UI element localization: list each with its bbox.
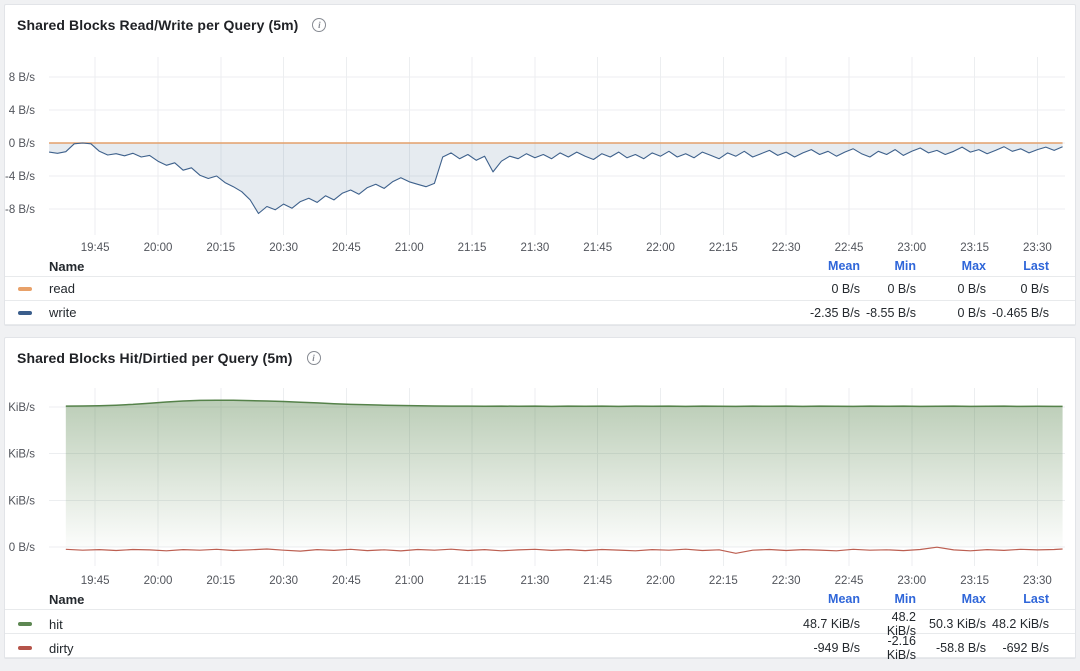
series-stat: -2.16 KiB/s [886,634,916,662]
legend-row-dirty: dirty -949 B/s -2.16 KiB/s -58.8 B/s -692 B/… [5,634,1075,662]
svg-text:23:15: 23:15 [960,575,989,587]
info-icon[interactable]: i [312,18,327,32]
svg-text:48 KiB/s: 48 KiB/s [5,402,35,414]
legend-hit-dirtied: Name Mean Min Max Last hit 48.7 KiB/s 48.2… [5,589,1075,662]
series-stat: 50.3 KiB/s [929,617,986,631]
legend-row-write: write -2.35 B/s -8.55 B/s 0 B/s -0.465 B/s [5,301,1075,325]
series-stat: -2.35 B/s [809,305,860,320]
series-stat: 48.7 KiB/s [803,617,860,631]
svg-text:22:15: 22:15 [709,242,738,254]
svg-text:21:45: 21:45 [583,242,612,254]
series-stat: 0 B/s [831,281,861,296]
legend-row-hit: hit 48.7 KiB/s 48.2 KiB/s 50.3 KiB/s 48.2 Ki… [5,610,1075,638]
svg-text:8 B/s: 8 B/s [9,72,35,84]
svg-text:0 B/s: 0 B/s [9,542,35,554]
svg-text:23:30: 23:30 [1023,242,1052,254]
svg-text:21:15: 21:15 [458,242,487,254]
series-stat: -58.8 B/s [935,641,986,655]
series-color-swatch [18,646,32,650]
timeseries-chart-hit-dirtied[interactable]: 48 KiB/s 32 KiB/s 16 KiB/s 0 B/s 19:45 20:00 2… [5,371,1075,589]
svg-text:32 KiB/s: 32 KiB/s [5,449,35,461]
svg-text:19:45: 19:45 [81,575,110,587]
svg-text:20:15: 20:15 [206,575,235,587]
svg-text:22:30: 22:30 [772,575,801,587]
svg-text:20:30: 20:30 [269,575,298,587]
svg-text:20:45: 20:45 [332,242,361,254]
legend-col-max[interactable]: Max [961,259,986,273]
series-name[interactable]: dirty [49,640,74,656]
series-name[interactable]: write [49,305,77,320]
svg-text:21:00: 21:00 [395,242,424,254]
svg-text:22:45: 22:45 [835,575,864,587]
svg-text:21:00: 21:00 [395,575,424,587]
panel-title: Shared Blocks Read/Write per Query (5m) [17,17,299,33]
series-stat: 0 B/s [1020,281,1050,296]
svg-text:22:15: 22:15 [709,575,738,587]
legend-header-row: Name Mean Min Max Last [5,256,1075,277]
legend-col-min[interactable]: Min [894,592,916,606]
legend-col-name[interactable]: Name [49,258,85,274]
svg-text:23:00: 23:00 [897,242,926,254]
svg-text:23:30: 23:30 [1023,575,1052,587]
series-stat: 0 B/s [957,305,987,320]
info-icon[interactable]: i [306,351,321,365]
svg-text:21:30: 21:30 [520,242,549,254]
legend-col-last[interactable]: Last [1023,592,1049,606]
legend-col-name[interactable]: Name [49,591,85,607]
series-stat: -692 B/s [1002,641,1049,655]
series-stat: 48.2 KiB/s [886,610,916,638]
svg-text:0 B/s: 0 B/s [9,138,35,150]
panel-title: Shared Blocks Hit/Dirtied per Query (5m) [17,350,293,366]
legend-col-mean[interactable]: Mean [828,592,860,606]
legend-col-min[interactable]: Min [894,259,916,273]
legend-col-max[interactable]: Max [961,592,986,606]
legend-col-last[interactable]: Last [1023,259,1049,273]
series-stat: 0 B/s [887,281,917,296]
svg-text:4 B/s: 4 B/s [9,105,35,117]
legend-rows: read 0 B/s 0 B/s 0 B/s 0 B/s write -2.35 B/s -8… [5,277,1075,325]
panel-shared-blocks-hit-dirtied: Shared Blocks Hit/Dirtied per Query (5m)… [4,337,1076,662]
svg-text:22:00: 22:00 [646,242,675,254]
series-stat: -0.465 B/s [992,305,1049,320]
svg-text:20:00: 20:00 [144,242,173,254]
svg-text:21:30: 21:30 [520,575,549,587]
panel-header: Shared Blocks Hit/Dirtied per Query (5m)… [5,338,1075,371]
series-stat: -949 B/s [813,641,860,655]
series-color-swatch [18,310,32,315]
series-stat: 48.2 KiB/s [992,617,1049,631]
series-stat: -8.55 B/s [865,305,916,320]
legend-col-mean[interactable]: Mean [828,259,860,273]
series-color-swatch [18,622,32,626]
series-name[interactable]: hit [49,616,63,632]
svg-text:-8 B/s: -8 B/s [5,204,35,216]
panel-shared-blocks-read-write: Shared Blocks Read/Write per Query (5m) … [4,4,1076,326]
svg-text:20:15: 20:15 [206,242,235,254]
svg-text:21:15: 21:15 [458,575,487,587]
panel-header: Shared Blocks Read/Write per Query (5m) … [5,5,1075,38]
legend-row-read: read 0 B/s 0 B/s 0 B/s 0 B/s [5,277,1075,301]
svg-text:21:45: 21:45 [583,575,612,587]
svg-text:22:30: 22:30 [772,242,801,254]
legend-read-write: Name Mean Min Max Last read 0 B/s 0 B/s 0 B… [5,256,1075,325]
series-stat: 0 B/s [957,281,987,296]
svg-text:23:00: 23:00 [897,575,926,587]
svg-text:20:30: 20:30 [269,242,298,254]
svg-text:22:00: 22:00 [646,575,675,587]
series-color-swatch [18,286,32,291]
svg-text:16 KiB/s: 16 KiB/s [5,495,35,507]
svg-text:20:45: 20:45 [332,575,361,587]
legend-header-row: Name Mean Min Max Last [5,589,1075,610]
svg-text:22:45: 22:45 [835,242,864,254]
legend-rows: hit 48.7 KiB/s 48.2 KiB/s 50.3 KiB/s 48.2 Ki… [5,610,1075,662]
svg-text:-4 B/s: -4 B/s [5,171,35,183]
svg-text:20:00: 20:00 [144,575,173,587]
svg-text:23:15: 23:15 [960,242,989,254]
svg-text:19:45: 19:45 [81,242,110,254]
timeseries-chart-read-write[interactable]: 8 B/s 4 B/s 0 B/s -4 B/s -8 B/s 19:45 20:00 20:… [5,38,1075,256]
series-name[interactable]: read [49,281,76,296]
